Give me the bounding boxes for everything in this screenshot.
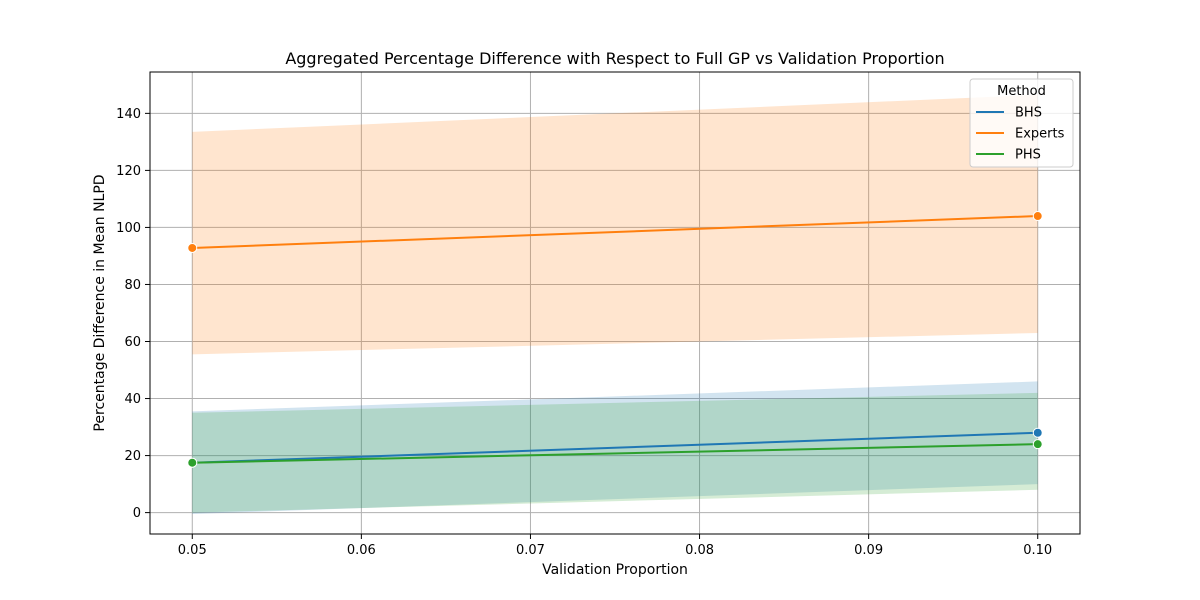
y-tick-label: 60 bbox=[124, 335, 141, 350]
x-axis-label: Validation Proportion bbox=[542, 562, 688, 578]
y-tick-label: 20 bbox=[124, 449, 141, 464]
plot-area-frame bbox=[149, 71, 1081, 535]
y-tick-label: 80 bbox=[124, 278, 141, 293]
y-tick-label: 140 bbox=[116, 107, 141, 122]
bhs-point bbox=[1032, 427, 1043, 438]
y-tick-label: 40 bbox=[124, 392, 141, 407]
x-tick-label: 0.08 bbox=[685, 543, 714, 558]
legend: Method BHS Experts PHS bbox=[969, 78, 1074, 168]
x-tick-label: 0.09 bbox=[854, 543, 883, 558]
y-axis-ticks: 0 20 40 60 80 100 120 140 bbox=[116, 107, 150, 521]
x-tick-label: 0.10 bbox=[1023, 543, 1052, 558]
y-tick-label: 120 bbox=[116, 164, 141, 179]
y-tick-label: 0 bbox=[133, 506, 141, 521]
legend-label-bhs: BHS bbox=[1015, 106, 1042, 121]
legend-box bbox=[969, 78, 1074, 168]
legend-title: Method bbox=[997, 84, 1046, 99]
experts-line bbox=[192, 215, 1038, 249]
confidence-bands bbox=[192, 94, 1038, 515]
legend-items: BHS Experts PHS bbox=[976, 106, 1065, 163]
x-tick-label: 0.07 bbox=[516, 543, 545, 558]
y-tick-label: 100 bbox=[116, 221, 141, 236]
y-axis-label: Percentage Difference in Mean NLPD bbox=[92, 174, 108, 431]
chart-title: Aggregated Percentage Difference with Re… bbox=[285, 49, 944, 68]
bhs-line bbox=[192, 431, 1038, 464]
experts-confidence-band bbox=[192, 94, 1038, 355]
series-points bbox=[187, 211, 1043, 468]
series-lines bbox=[192, 215, 1038, 464]
x-axis-ticks: 0.05 0.06 0.07 0.08 0.09 0.10 bbox=[178, 534, 1052, 558]
legend-label-experts: Experts bbox=[1015, 127, 1065, 142]
phs-point bbox=[1032, 439, 1043, 450]
x-tick-label: 0.05 bbox=[178, 543, 207, 558]
legend-label-phs: PHS bbox=[1015, 148, 1041, 163]
grid bbox=[150, 72, 1080, 534]
x-tick-label: 0.06 bbox=[347, 543, 376, 558]
experts-point bbox=[187, 242, 198, 253]
experts-point bbox=[1032, 211, 1043, 222]
phs-line bbox=[192, 443, 1038, 464]
phs-point bbox=[187, 457, 198, 468]
